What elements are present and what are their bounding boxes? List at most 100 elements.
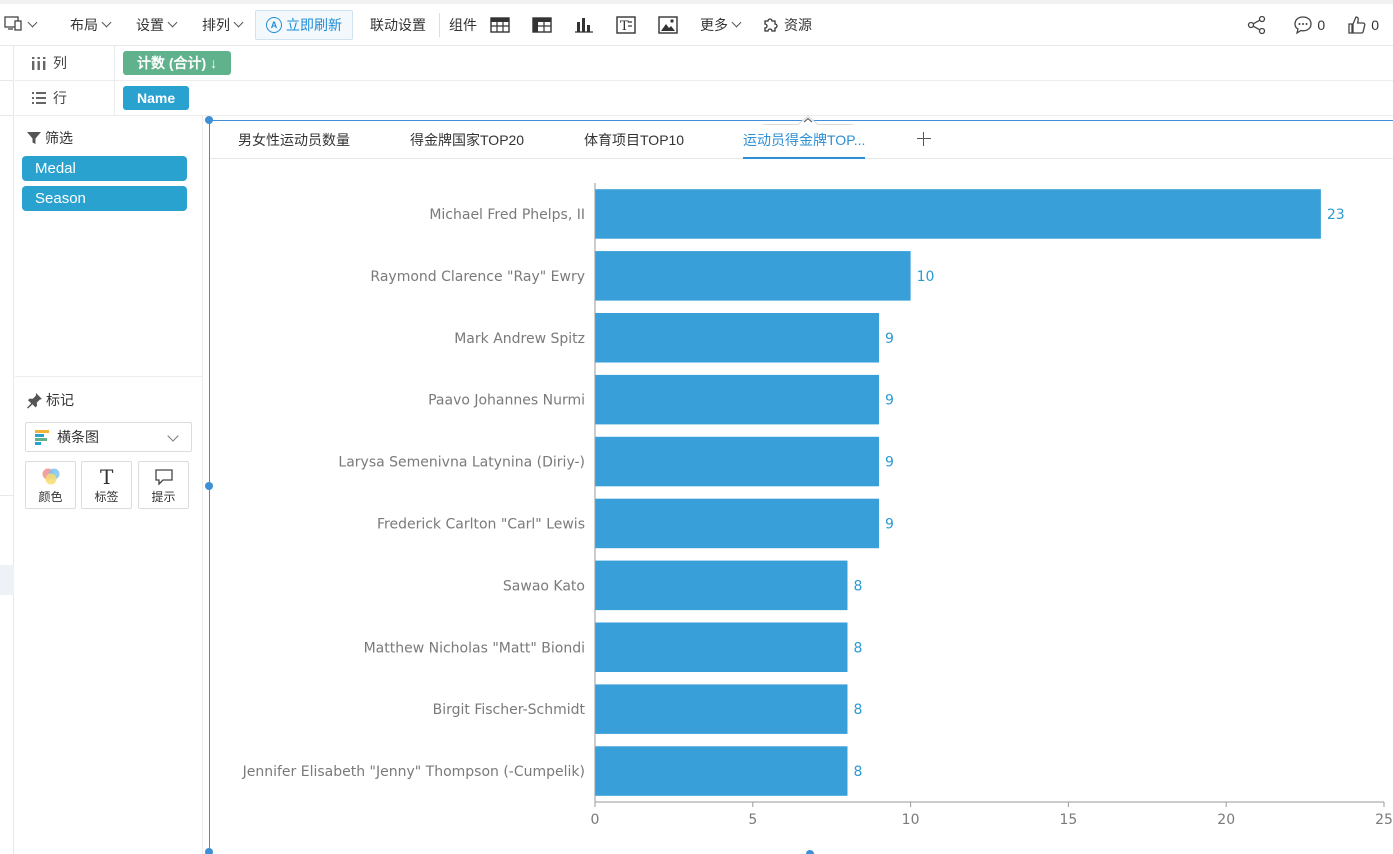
bar[interactable] — [595, 560, 848, 611]
left-collapsed-strip — [0, 46, 14, 854]
color-palette-icon — [40, 466, 62, 488]
x-tick-label: 25 — [1375, 812, 1393, 828]
tab-gold-countries-top20[interactable]: 得金牌国家TOP20 — [410, 132, 525, 148]
filter-header: 筛选 — [15, 128, 73, 148]
rows-icon — [31, 91, 53, 105]
resize-handle[interactable] — [205, 116, 213, 124]
text-icon[interactable]: T — [605, 10, 647, 40]
chart-type-label: 横条图 — [57, 429, 99, 445]
resize-handle[interactable] — [205, 482, 213, 490]
layout-label: 布局 — [70, 16, 98, 33]
rows-label-text: 行 — [53, 90, 67, 106]
color-mark-label: 颜色 — [38, 489, 63, 504]
components-text: 组件 — [449, 16, 477, 33]
svg-text:T: T — [620, 19, 629, 34]
layout-menu[interactable]: 布局 — [61, 10, 119, 40]
filter-title: 筛选 — [45, 130, 73, 146]
filter-pill-season[interactable]: Season — [22, 186, 187, 211]
horizontal-bar-chart-icon — [35, 430, 51, 445]
linkage-settings-button[interactable]: 联动设置 — [361, 10, 435, 40]
x-tick-label: 10 — [902, 812, 920, 828]
value-label: 9 — [885, 455, 894, 471]
chevron-down-icon — [101, 17, 112, 28]
bar[interactable] — [595, 374, 880, 425]
comment-icon — [1293, 15, 1317, 35]
columns-shelf: 列 计数 (合计) ↓ — [15, 45, 1393, 81]
bar[interactable] — [595, 498, 880, 549]
value-label: 9 — [885, 331, 894, 347]
filter-pill-medal[interactable]: Medal — [22, 156, 187, 181]
value-label: 9 — [885, 393, 894, 409]
collapse-toggle[interactable] — [763, 112, 853, 125]
chart-type-select[interactable]: 横条图 — [25, 422, 192, 452]
category-label: Mark Andrew Spitz — [454, 331, 585, 347]
label-mark-button[interactable]: T 标签 — [81, 461, 132, 509]
side-panel: 筛选 Medal Season 标记 横条图 颜色 T 标签 — [15, 116, 203, 854]
chevron-down-icon — [167, 430, 179, 442]
components-label: 组件 — [445, 10, 479, 40]
strip-selected-row[interactable] — [0, 565, 14, 595]
columns-shelf-label: 列 — [15, 45, 115, 81]
chevron-down-icon — [167, 17, 178, 28]
image-icon[interactable] — [647, 10, 689, 40]
thumbs-up-icon — [1347, 15, 1371, 35]
bar[interactable] — [595, 312, 880, 363]
chart-panel: 男女性运动员数量 得金牌国家TOP20 体育项目TOP10 运动员得金牌TOP.… — [209, 115, 1393, 854]
bar-chart: Michael Fred Phelps, II 23 Raymond Clarenc… — [242, 183, 1393, 828]
tab-sports-top10[interactable]: 体育项目TOP10 — [584, 132, 685, 148]
bar[interactable] — [595, 622, 848, 673]
device-switch-button[interactable] — [0, 10, 45, 40]
speech-bubble-icon — [154, 466, 174, 488]
bar[interactable] — [595, 189, 1321, 239]
bar[interactable] — [595, 436, 880, 487]
more-menu[interactable]: 更多 — [691, 10, 749, 40]
bar-chart-icon[interactable] — [563, 10, 605, 40]
text-t-icon: T — [98, 466, 116, 488]
category-label: Larysa Semenivna Latynina (Diriy-) — [338, 455, 585, 471]
dashboard-tabs: 男女性运动员数量 得金牌国家TOP20 体育项目TOP10 运动员得金牌TOP.… — [210, 121, 1393, 159]
x-tick-label: 0 — [591, 812, 600, 828]
rows-field-pill[interactable]: Name — [123, 86, 190, 110]
resources-button[interactable]: 资源 — [753, 10, 821, 40]
x-tick-label: 20 — [1217, 812, 1235, 828]
resize-handle[interactable] — [205, 848, 213, 854]
x-tick-label: 15 — [1059, 812, 1077, 828]
columns-label-text: 列 — [53, 55, 67, 71]
arrange-menu[interactable]: 排列 — [193, 10, 251, 40]
value-label: 8 — [853, 640, 862, 656]
resources-label: 资源 — [784, 16, 812, 33]
like-button[interactable]: 0 — [1347, 15, 1379, 35]
share-button[interactable] — [1247, 15, 1271, 35]
auto-refresh-icon: A — [266, 16, 282, 33]
side-divider — [15, 376, 203, 377]
tooltip-mark-button[interactable]: 提示 — [138, 461, 189, 509]
x-tick-label: 5 — [748, 812, 757, 828]
refresh-now-button[interactable]: A 立即刷新 — [255, 9, 353, 40]
resize-handle[interactable] — [806, 850, 814, 854]
refresh-label: 立即刷新 — [286, 16, 342, 33]
value-label: 23 — [1327, 207, 1345, 223]
settings-label: 设置 — [136, 16, 164, 33]
marks-header: 标记 — [15, 390, 74, 410]
add-tab-icon[interactable] — [916, 131, 932, 147]
chevron-down-icon — [27, 17, 38, 28]
table-icon[interactable] — [479, 10, 521, 40]
comments-button[interactable]: 0 — [1293, 15, 1325, 35]
crosstab-icon[interactable] — [521, 10, 563, 40]
bar[interactable] — [595, 746, 848, 796]
settings-menu[interactable]: 设置 — [127, 10, 185, 40]
tab-athlete-gold-top[interactable]: 运动员得金牌TOP... — [743, 121, 866, 159]
linkage-label: 联动设置 — [370, 16, 426, 33]
tab-gender-athletes[interactable]: 男女性运动员数量 — [238, 132, 350, 148]
value-label: 8 — [853, 702, 862, 718]
strip-divider — [0, 495, 14, 496]
label-mark-label: 标签 — [94, 489, 119, 504]
value-label: 9 — [885, 516, 894, 532]
value-label: 8 — [853, 764, 862, 780]
filter-icon — [26, 130, 45, 146]
color-mark-button[interactable]: 颜色 — [25, 461, 76, 509]
comments-count: 0 — [1317, 17, 1326, 33]
columns-field-pill[interactable]: 计数 (合计) ↓ — [123, 51, 232, 75]
bar[interactable] — [595, 684, 848, 734]
bar[interactable] — [595, 251, 911, 301]
